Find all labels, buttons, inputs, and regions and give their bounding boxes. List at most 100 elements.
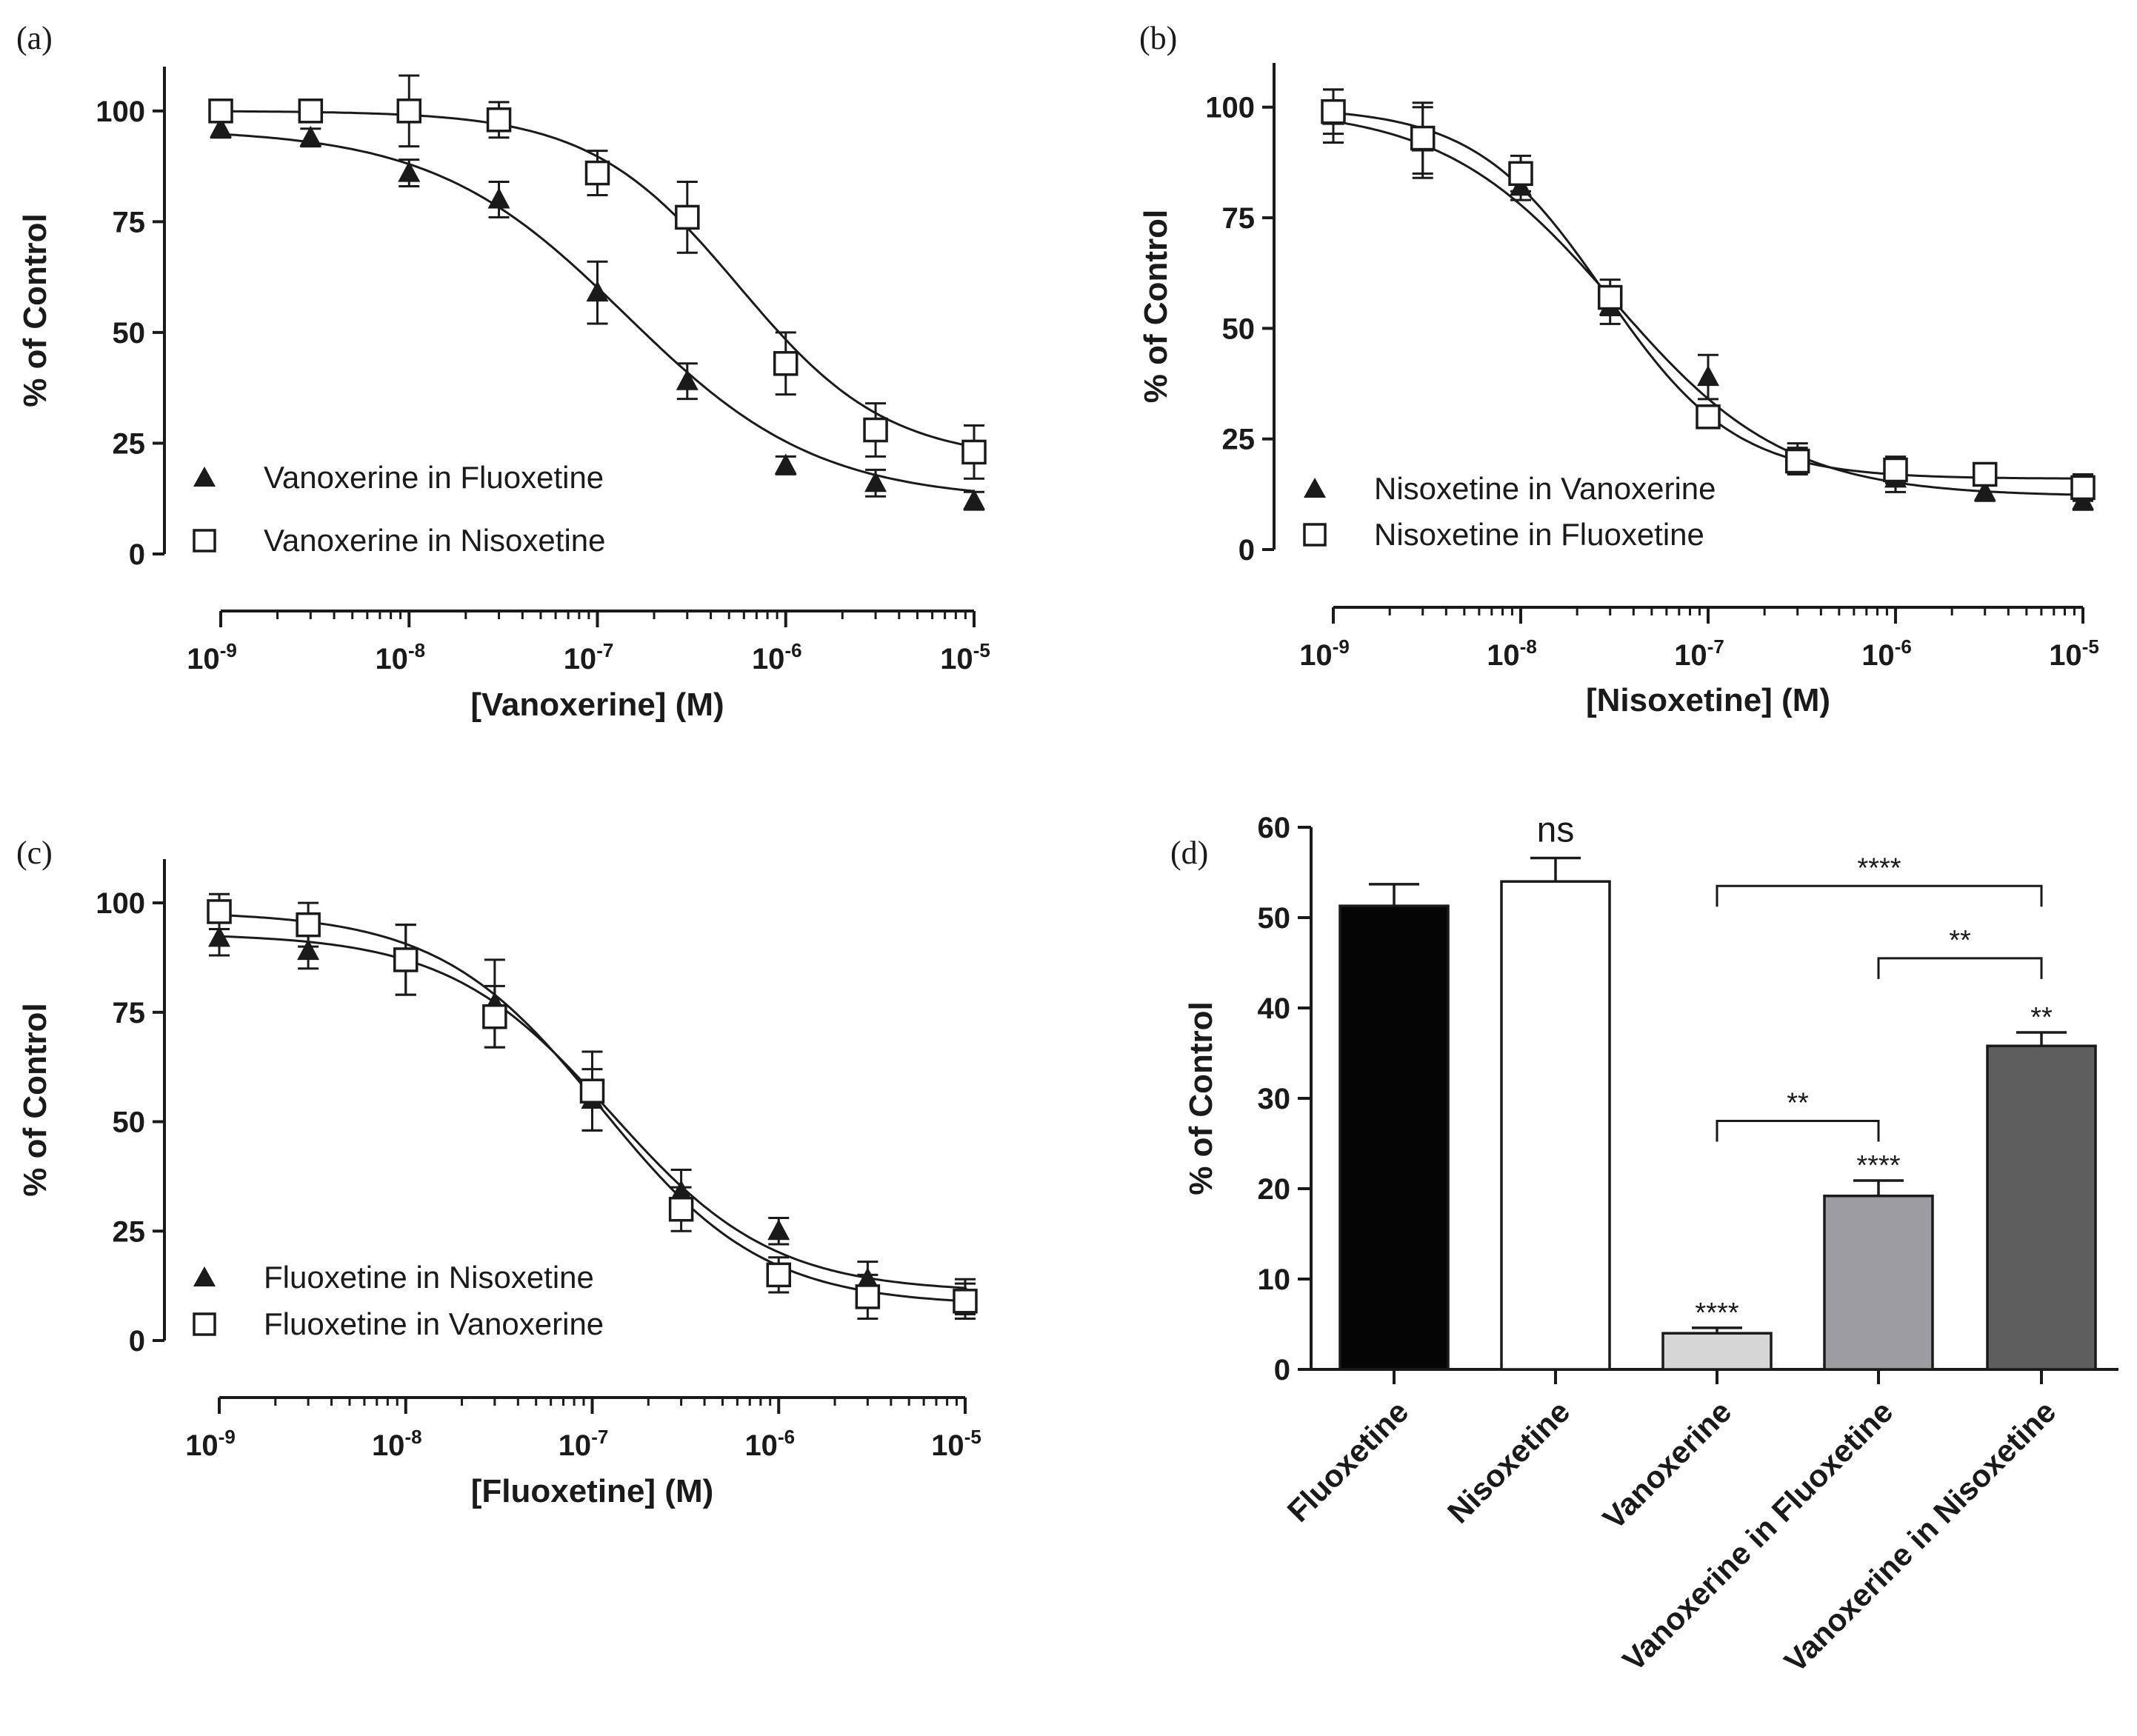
y-tick-label: 40 — [1258, 992, 1291, 1025]
data-point-square — [482, 1004, 507, 1029]
legend-marker-square — [1303, 523, 1327, 547]
x-tick-base: 10 — [1674, 639, 1707, 672]
x-tick-base: 10 — [744, 1429, 778, 1462]
bracket-significance-label: ** — [1949, 925, 1971, 956]
x-axis-title: [Vanoxerine] (M) — [470, 687, 724, 723]
y-tick-label: 50 — [1258, 902, 1291, 935]
bar-significance-label: **** — [1695, 1298, 1738, 1329]
data-point-triangle — [398, 161, 421, 182]
significance-bracket — [1877, 957, 2043, 979]
x-tick-exponent: -5 — [2082, 635, 2099, 658]
panel-label-b: (b) — [1139, 20, 1177, 56]
y-tick-label: 100 — [1205, 92, 1255, 124]
data-point-square — [486, 107, 512, 133]
x-tick-base: 10 — [931, 1429, 964, 1462]
data-point-triangle — [487, 187, 510, 209]
x-tick-base: 10 — [372, 1429, 405, 1462]
legend-marker-square — [193, 1312, 216, 1336]
x-tick-exponent: -6 — [1895, 635, 1912, 658]
x-tick-base: 10 — [187, 643, 220, 675]
y-axis-title: % of Control — [1138, 210, 1174, 404]
x-tick-exponent: -8 — [1520, 635, 1537, 658]
y-tick-label: 0 — [1274, 1354, 1290, 1386]
x-tick-base: 10 — [752, 643, 785, 675]
x-tick-exponent: -9 — [220, 639, 237, 661]
x-tick-exponent: -6 — [784, 639, 801, 661]
bracket-significance-label: ** — [1787, 1088, 1809, 1119]
data-point-square — [2070, 475, 2096, 501]
x-tick-exponent: -8 — [408, 639, 425, 661]
y-tick-label: 25 — [1222, 424, 1256, 456]
y-tick-label: 75 — [113, 997, 146, 1029]
x-tick-label: 10-8 — [1487, 635, 1537, 672]
data-point-square — [298, 99, 324, 124]
x-tick-exponent: -9 — [219, 1426, 236, 1448]
x-tick-base: 10 — [940, 643, 973, 675]
x-tick-label: 10-7 — [1674, 635, 1724, 672]
data-point-square — [1696, 404, 1721, 430]
significance-bracket — [1716, 1120, 1880, 1142]
data-point-square — [1883, 457, 1908, 483]
data-point-triangle — [767, 1219, 790, 1241]
legend-marker-square — [193, 529, 216, 552]
legend-label: Nisoxetine in Vanoxerine — [1374, 471, 1716, 506]
data-point-square — [961, 439, 987, 465]
data-point-square — [863, 417, 888, 443]
data-point-square — [773, 351, 799, 376]
data-point-triangle — [297, 939, 320, 961]
data-point-triangle — [1697, 365, 1719, 387]
legend-marker-triangle — [193, 467, 216, 487]
x-axis-title: [Fluoxetine] (M) — [471, 1473, 714, 1509]
y-axis-title: % of Control — [17, 1003, 53, 1197]
x-tick-exponent: -5 — [973, 639, 990, 661]
legend-label: Vanoxerine in Fluoxetine — [264, 460, 604, 495]
data-point-triangle — [299, 125, 322, 147]
legend-label: Vanoxerine in Nisoxetine — [264, 523, 606, 558]
x-tick-label: 10-5 — [940, 639, 990, 675]
x-tick-base: 10 — [559, 1429, 592, 1462]
data-point-square — [296, 912, 321, 938]
y-tick-label: 100 — [96, 887, 145, 920]
y-tick-label: 20 — [1258, 1173, 1291, 1206]
legend-marker-triangle — [193, 1266, 216, 1286]
y-tick-label: 0 — [1238, 534, 1255, 567]
y-tick-label: 25 — [113, 427, 146, 460]
data-point-square — [668, 1196, 694, 1222]
data-point-square — [1597, 284, 1623, 310]
data-point-square — [1508, 161, 1533, 187]
y-tick-label: 60 — [1258, 812, 1291, 844]
x-tick-base: 10 — [185, 1429, 219, 1462]
x-tick-exponent: -8 — [404, 1426, 421, 1448]
legend-label: Fluoxetine in Nisoxetine — [264, 1260, 594, 1295]
data-point-triangle — [963, 489, 985, 510]
data-point-triangle — [676, 369, 699, 390]
panel-label-c: (c) — [16, 835, 53, 871]
data-point-square — [1972, 461, 1998, 487]
data-point-triangle — [864, 471, 887, 493]
x-axis-title: [Nisoxetine] (M) — [1586, 682, 1830, 718]
data-point-square — [396, 99, 421, 124]
data-point-square — [1321, 99, 1346, 124]
y-tick-label: 30 — [1258, 1083, 1291, 1115]
data-point-triangle — [210, 116, 232, 138]
data-point-square — [1784, 448, 1810, 474]
x-tick-label: 10-8 — [375, 639, 425, 675]
bar — [1661, 1332, 1773, 1371]
bar-significance-label: ns — [1537, 810, 1575, 849]
x-tick-exponent: -7 — [596, 639, 613, 661]
x-tick-exponent: -7 — [1707, 635, 1724, 658]
bar — [1986, 1044, 2097, 1371]
y-tick-label: 50 — [113, 317, 146, 350]
data-point-square — [766, 1262, 791, 1288]
x-tick-label: 10-7 — [559, 1426, 609, 1462]
x-tick-label: 10-5 — [2049, 635, 2099, 672]
bracket-significance-label: **** — [1857, 852, 1901, 884]
data-point-square — [579, 1078, 605, 1104]
data-point-square — [953, 1289, 978, 1314]
x-tick-base: 10 — [375, 643, 408, 675]
